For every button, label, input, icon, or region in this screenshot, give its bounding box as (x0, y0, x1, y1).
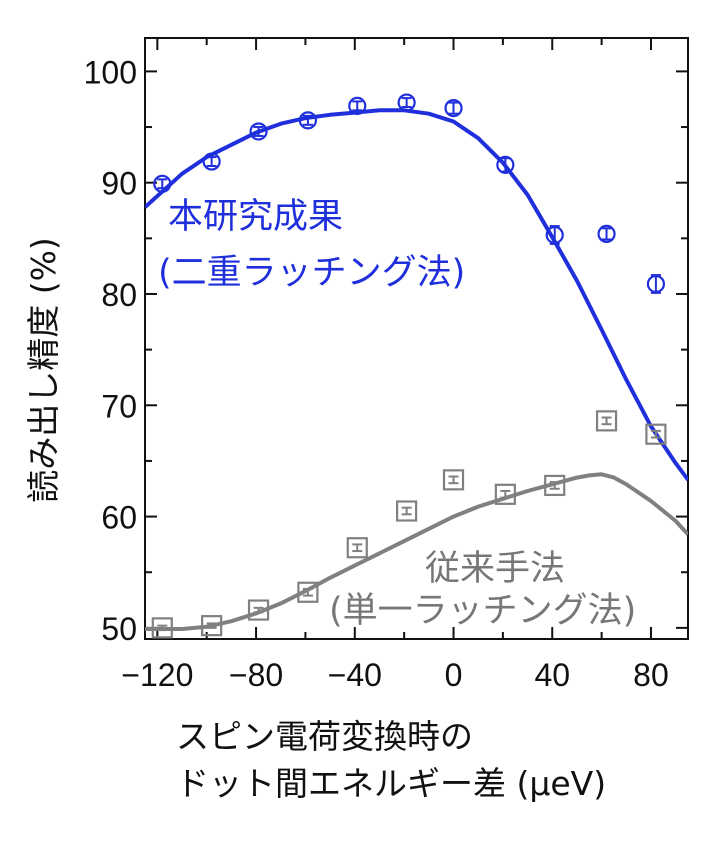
plot-frame (144, 37, 689, 640)
series-2-point-10 (595, 410, 618, 432)
y-tick-label-6: 100 (84, 54, 137, 90)
square-marker (442, 469, 465, 491)
square-marker (595, 410, 618, 432)
axis-ticks: −120 −80 −40 0 40 80 50 60 70 80 90 100 (84, 38, 688, 693)
circle-marker (298, 111, 317, 130)
circle-marker (202, 152, 221, 171)
circle-marker (444, 99, 463, 118)
series-2-point-8 (494, 483, 516, 505)
y-tick-label-3: 70 (101, 388, 137, 424)
square-marker (346, 537, 368, 559)
square-marker (494, 483, 516, 505)
series-layer (145, 93, 688, 639)
series-2-point-6 (396, 500, 418, 522)
x-tick-label-6: 80 (633, 657, 669, 693)
x-tick-label-4: 0 (445, 657, 463, 693)
circle-marker (597, 224, 616, 243)
series-1-point-9 (545, 225, 564, 245)
square-marker (396, 500, 418, 522)
series-1-point-3 (249, 122, 268, 141)
series-1-point-7 (444, 99, 463, 118)
y-axis-label: 読み出し精度 (%) (24, 237, 63, 503)
series-2-point-5 (346, 537, 368, 559)
series-2-point-11 (645, 423, 667, 445)
series-1-fit-line (145, 108, 688, 481)
y-tick-label-4: 80 (101, 277, 137, 313)
square-marker (201, 615, 223, 637)
series-label-2-line-1: 従来手法 (425, 549, 565, 589)
series-label-1-line-2: (二重ラッチング法) (158, 253, 465, 293)
square-marker (544, 474, 566, 497)
series-1-point-5 (348, 96, 367, 115)
square-marker (151, 617, 173, 639)
plot-area (144, 37, 689, 640)
series-1-point-1 (153, 174, 172, 193)
y-tick-label-2: 60 (101, 500, 137, 536)
circle-marker (397, 93, 416, 112)
circle-marker (153, 174, 172, 193)
series-2-point-4 (297, 581, 319, 603)
series-1-point-8 (496, 155, 515, 174)
square-marker (247, 599, 270, 621)
series-1-point-2 (202, 152, 221, 171)
x-axis-label-line-1: スピン電荷変換時の (176, 717, 473, 756)
circle-marker (249, 122, 268, 141)
circle-marker (496, 155, 515, 174)
series-2-point-2 (201, 615, 223, 637)
series-2-fit-line (145, 472, 688, 631)
series-2-point-9 (544, 474, 566, 497)
x-tick-label-2: −80 (229, 657, 283, 693)
series-1-point-10 (597, 224, 616, 243)
square-marker (297, 581, 319, 603)
series-1 (145, 93, 688, 481)
x-tick-label-5: 40 (534, 657, 570, 693)
series-1-point-11 (646, 274, 666, 294)
series-label-2-line-2: (単一ラッチング法) (329, 591, 636, 631)
y-tick-label-1: 50 (101, 611, 137, 647)
series-label-1-line-1: 本研究成果 (168, 197, 343, 237)
y-tick-label-5: 90 (101, 166, 137, 202)
circle-marker (348, 96, 367, 115)
series-1-point-6 (397, 93, 416, 112)
series-2-point-3 (247, 599, 270, 621)
series-2-point-7 (442, 469, 465, 491)
square-marker (645, 423, 667, 445)
x-tick-label-1: −120 (121, 657, 193, 693)
circle-marker (646, 274, 666, 294)
x-axis-label-line-2: ドット間エネルギー差 (μeV) (176, 764, 606, 803)
series-2 (145, 410, 688, 639)
series-1-point-4 (298, 111, 317, 130)
circle-marker (545, 225, 564, 245)
series-2-point-1 (151, 617, 173, 639)
x-tick-label-3: −40 (328, 657, 382, 693)
